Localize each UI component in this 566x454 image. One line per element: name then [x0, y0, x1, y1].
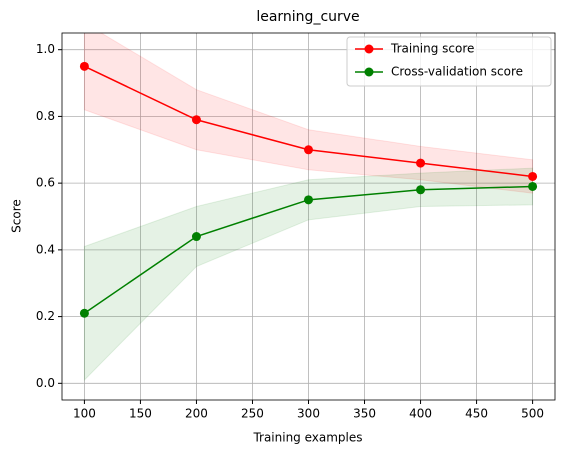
y-tick-label: 0.8: [36, 109, 55, 123]
x-tick-label: 400: [409, 407, 432, 421]
legend-marker: [364, 67, 374, 77]
marker: [191, 115, 201, 125]
x-tick-label: 500: [521, 407, 544, 421]
y-tick-label: 1.0: [36, 42, 55, 56]
x-tick-label: 250: [241, 407, 264, 421]
x-tick-label: 100: [73, 407, 96, 421]
bands: [83, 33, 534, 382]
y-tick-label: 0.0: [36, 376, 55, 390]
legend: Training score Cross-validation score: [346, 36, 552, 87]
x-tick-label: 150: [129, 407, 152, 421]
marker: [416, 158, 426, 168]
y-tick-label: 0.4: [36, 242, 55, 256]
x-tick-label: 200: [185, 407, 208, 421]
marker: [304, 145, 313, 155]
marker: [79, 61, 89, 71]
marker: [79, 308, 89, 318]
marker: [528, 181, 538, 191]
x-axis-label: Training examples: [252, 431, 362, 445]
legend-marker: [364, 44, 374, 54]
y-tick-label: 0.6: [36, 176, 55, 190]
legend-label: Cross-validation score: [391, 65, 523, 79]
chart-title: learning_curve: [256, 9, 359, 25]
marker: [416, 185, 426, 195]
marker: [304, 195, 313, 205]
lines: [79, 61, 538, 318]
marker: [528, 171, 538, 181]
marker: [191, 232, 201, 242]
error-band: [83, 167, 534, 382]
y-axis-label: Score: [10, 199, 24, 233]
x-tick-label: 350: [353, 407, 376, 421]
error-band: [83, 33, 534, 194]
x-tick-label: 300: [297, 407, 320, 421]
legend-label: Training score: [390, 42, 474, 56]
grid: [62, 33, 555, 400]
y-tick-label: 0.2: [36, 309, 55, 323]
x-tick-label: 450: [465, 407, 488, 421]
legend-box: [346, 36, 552, 87]
ticks: 100 150 200 250 300 350 400 450 500 0.0 0.2 0.4 0.6 0…: [36, 42, 544, 420]
